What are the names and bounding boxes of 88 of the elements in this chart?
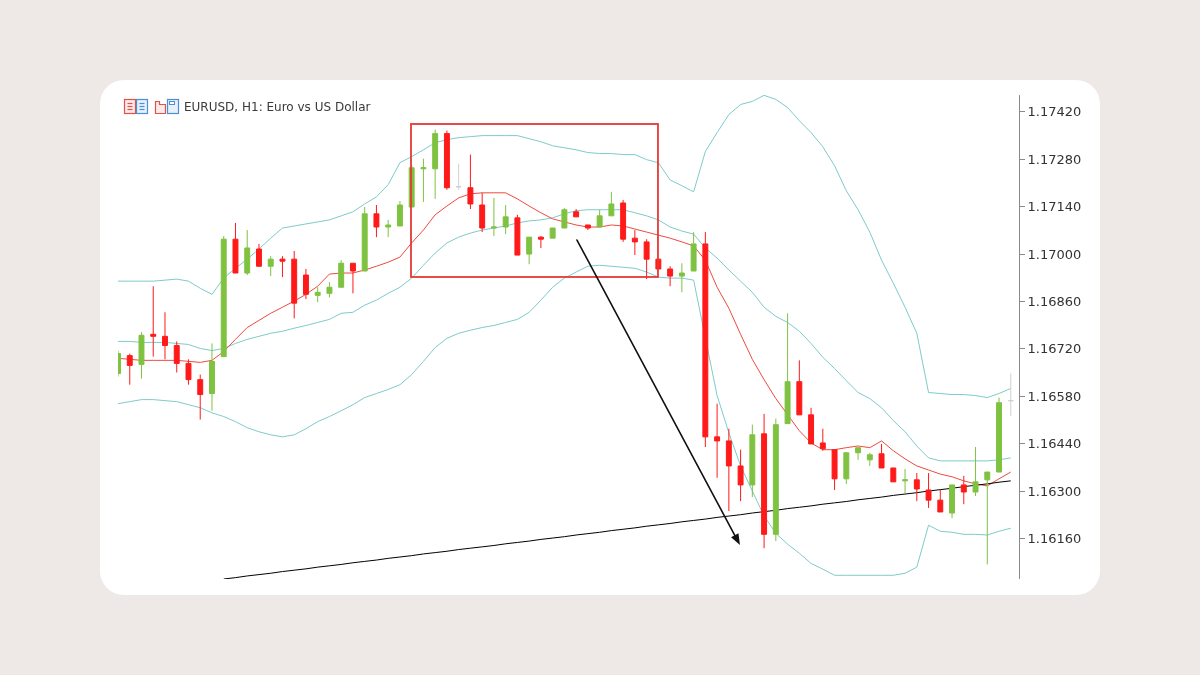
candlestick [819,428,826,452]
candlestick [432,129,439,200]
candlestick [302,268,309,300]
candlestick [761,413,768,549]
candlestick [455,163,462,191]
y-tick-label: 1.17280 [1027,151,1082,167]
candlestick [596,209,603,228]
candlestick [162,311,168,360]
y-tick-label: 1.17000 [1027,246,1082,262]
candlestick [855,447,862,461]
line-series [118,264,1012,576]
candlestick [420,158,427,203]
candlestick [490,197,497,237]
candlestick [643,238,650,280]
candlestick [949,484,956,519]
candlestick [1007,373,1014,417]
candlestick [831,449,838,491]
candlestick [690,231,697,272]
candlestick [573,208,580,218]
y-tick-label: 1.16300 [1027,483,1082,499]
candlestick [784,312,791,425]
candlestick [960,475,967,505]
candlestick [326,281,333,298]
y-tick-label: 1.16860 [1027,294,1082,310]
candlestick [502,204,509,235]
candlestick [373,204,380,238]
candlestick [584,224,591,231]
candlestick [244,229,251,276]
y-tick-label: 1.16440 [1027,436,1082,452]
candlestick [984,471,991,565]
candlestick [197,374,204,421]
candlestick [396,200,403,227]
candlestick [220,235,227,358]
y-tick-label: 1.16580 [1027,388,1082,404]
candlestick [209,342,215,412]
candlestick [537,236,544,249]
candlestick [138,331,145,380]
y-tick-label: 1.16160 [1027,530,1082,546]
candlestick [714,403,721,479]
y-tick-label: 1.16720 [1027,341,1082,357]
candlestick [291,250,298,319]
candlestick [702,231,709,448]
y-tick-label: 1.17140 [1027,199,1082,215]
candlestick [678,262,685,293]
candlestick [385,219,392,238]
candlestick [620,199,627,243]
candlestick [349,262,356,294]
candlestick [925,472,932,509]
candlestick [526,236,533,265]
candlestick [878,443,885,469]
candlestick [866,452,873,467]
candlestick [514,214,521,256]
candlestick [267,255,274,277]
candlestick [338,259,345,288]
candlestick [796,359,803,416]
candlestick [549,227,556,239]
candlestick [173,340,180,374]
candlestick [185,358,192,386]
candlestick [232,222,239,274]
candlestick [772,418,779,542]
candlestick [808,407,815,445]
candlestick [479,192,486,233]
text: EURUSD, H1: Euro vs US Dollar [184,100,371,115]
candlestick [467,154,474,210]
candlestick [902,468,909,494]
candlestick [150,285,157,358]
candlestick [561,207,568,229]
line-series [118,95,1012,399]
candlestick [737,449,744,502]
candlestick [667,265,674,287]
candlestick [972,446,979,497]
candlestick [608,191,615,217]
candlestick [890,467,897,483]
candlestick [314,286,321,303]
candlestick [256,243,262,267]
candlestick [937,489,944,513]
candlestick [279,255,286,278]
line-series [223,480,1012,579]
candlestick [361,206,368,272]
candlestick [749,424,756,498]
candlestick [126,353,133,386]
candlestick [631,229,638,256]
candlestick [913,472,920,502]
candlestick [996,397,1002,473]
candlestick [443,130,450,191]
candlestick [843,452,850,485]
y-tick-label: 1.17420 [1027,104,1082,120]
candlestick [725,428,732,512]
